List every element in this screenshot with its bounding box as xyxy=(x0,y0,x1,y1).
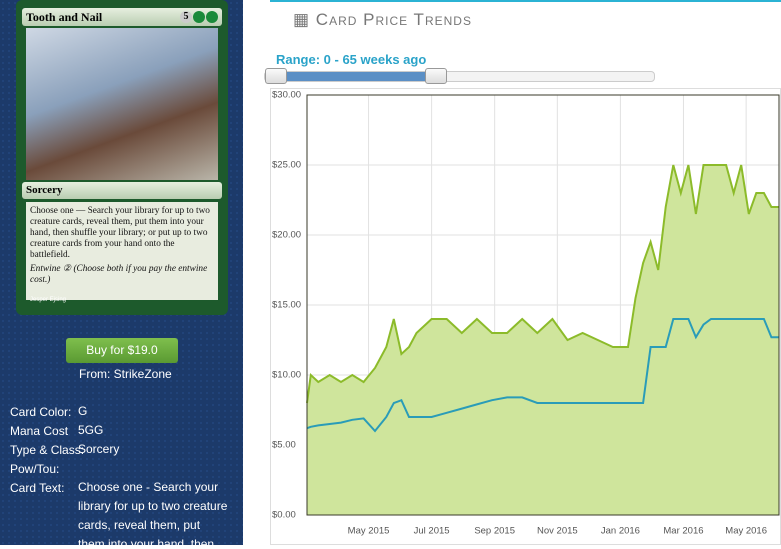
y-tick-label: $25.00 xyxy=(272,160,301,171)
mana-green xyxy=(206,11,218,23)
chart-box: $0.00 $5.00 $10.00 $15.00 $20.00 $25.00 $30.00… xyxy=(270,88,781,545)
card-entwine: Entwine ② (Choose both if you pay the en… xyxy=(30,264,208,285)
slider-selection xyxy=(276,72,436,81)
section-header: ▦ Card Price Trends xyxy=(293,10,472,29)
x-tick-label: Jan 2016 xyxy=(601,526,640,537)
card-text-box: Choose one — Search your library for up … xyxy=(26,202,218,300)
y-tick-label: $5.00 xyxy=(272,440,296,451)
detail-label: Mana Cost xyxy=(10,424,69,438)
card-image: Tooth and Nail 5 Sorcery Choose one — Se… xyxy=(16,0,228,315)
y-tick-label: $10.00 xyxy=(272,370,301,381)
price-area xyxy=(307,165,779,515)
x-tick-label: May 2016 xyxy=(725,526,767,537)
x-tick-label: Mar 2016 xyxy=(663,526,703,537)
x-tick-label: Nov 2015 xyxy=(537,526,578,537)
top-rule xyxy=(270,0,781,2)
y-tick-label: $20.00 xyxy=(272,230,301,241)
card-title-bar: Tooth and Nail 5 xyxy=(22,8,222,26)
mana-number: 5 xyxy=(180,11,192,23)
seller: From: StrikeZone xyxy=(79,367,172,381)
detail-label: Card Text: xyxy=(10,481,65,495)
card-type-bar: Sorcery xyxy=(22,182,222,199)
range-label: Range: 0 - 65 weeks ago xyxy=(276,52,427,67)
card-type: Sorcery xyxy=(26,184,63,196)
detail-label: Pow/Tou: xyxy=(10,462,60,476)
y-tick-label: $15.00 xyxy=(272,300,301,311)
detail-label: Type & Class: xyxy=(10,443,85,457)
card-mana: 5 xyxy=(180,11,218,23)
y-tick-label: $0.00 xyxy=(272,510,296,521)
card-title: Tooth and Nail xyxy=(26,10,103,24)
detail-value: G xyxy=(78,404,88,418)
range-slider[interactable] xyxy=(264,71,655,82)
plot-frame xyxy=(306,94,780,516)
x-tick-label: Jul 2015 xyxy=(414,526,450,537)
slider-handle[interactable] xyxy=(425,68,447,84)
card-artist: Jesper Ejsing xyxy=(30,297,67,303)
x-tick-label: Sep 2015 xyxy=(474,526,515,537)
card-art xyxy=(26,28,218,180)
card-rules: Choose one — Search your library for up … xyxy=(30,206,210,260)
buy-button[interactable]: Buy for $19.0 xyxy=(66,338,178,363)
y-tick-label: $30.00 xyxy=(272,90,301,101)
price-line xyxy=(306,164,779,404)
buy-label[interactable]: Buy for $19.0 xyxy=(86,343,158,357)
section-title: Card Price Trends xyxy=(315,10,472,29)
card-panel: Tooth and Nail 5 Sorcery Choose one — Se… xyxy=(0,0,243,545)
price-line xyxy=(306,318,779,433)
detail-value: 5GG xyxy=(78,423,104,437)
detail-value: Choose one - Search your library for up … xyxy=(78,480,228,545)
mana-green xyxy=(193,11,205,23)
x-tick-label: May 2015 xyxy=(348,526,390,537)
detail-label: Card Color: xyxy=(10,405,72,419)
chart: $0.00 $5.00 $10.00 $15.00 $20.00 $25.00 $30.00… xyxy=(272,90,780,537)
detail-value: Sorcery xyxy=(78,442,120,456)
slider-handle[interactable] xyxy=(265,68,287,84)
